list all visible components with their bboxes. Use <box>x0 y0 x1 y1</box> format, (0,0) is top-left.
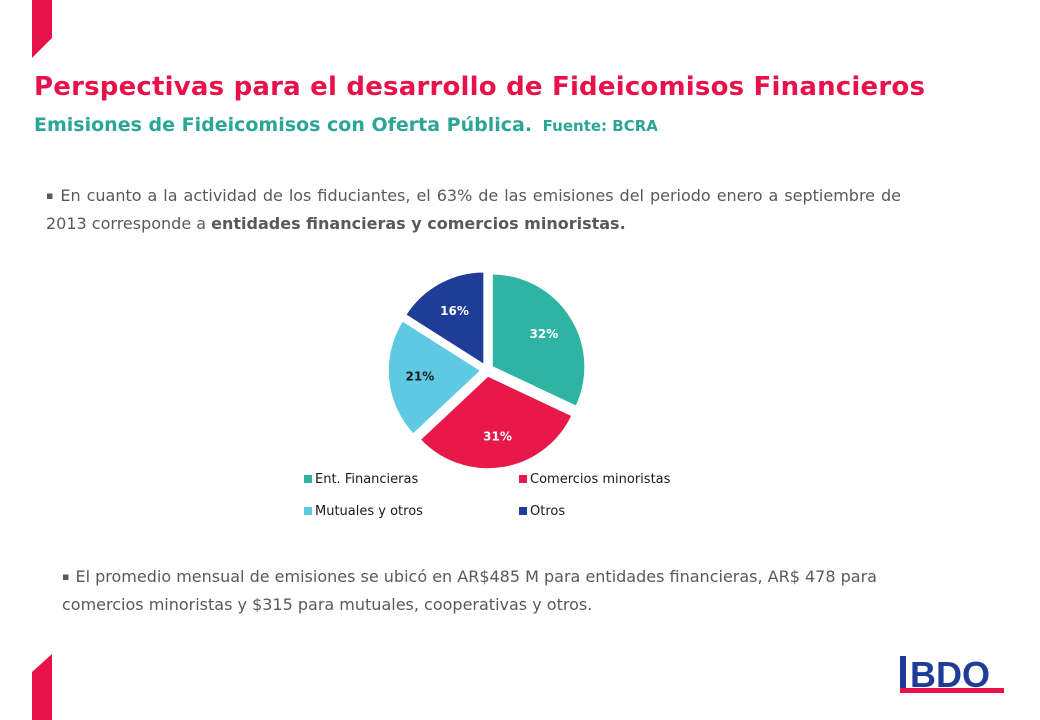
paragraph-promedio: ▪ El promedio mensual de emisiones se ubi… <box>62 564 892 618</box>
pie-chart: 32% 31% 21% 16% Ent. Financieras Comercios mi… <box>304 270 671 519</box>
red-accent-top <box>32 0 52 58</box>
data-label-otros: 16% <box>440 304 469 318</box>
pie-slice-otros <box>404 270 485 367</box>
red-accent-bottom <box>32 654 52 720</box>
legend-label-mutuales-y-otros: Mutuales y otros <box>315 504 423 519</box>
legend-label-ent-financieras: Ent. Financieras <box>315 472 418 487</box>
legend-swatch-otros <box>519 507 527 515</box>
paragraph1-bold: entidades financieras y comercios minori… <box>211 214 626 233</box>
legend-label-otros: Otros <box>530 504 565 519</box>
bullet-icon: ▪ <box>62 570 70 583</box>
pie-slice-ent-financieras <box>491 273 586 408</box>
slide-subtitle: Emisiones de Fideicomisos con Oferta Púb… <box>34 114 658 136</box>
source-label: Fuente: BCRA <box>542 117 658 135</box>
pie-slice-mutuales-y-otros <box>387 319 483 436</box>
legend-label-comercios-minoristas: Comercios minoristas <box>530 472 671 487</box>
paragraph1-text: En cuanto a la actividad de los fiducian… <box>46 186 901 233</box>
paragraph-fiduciantes: ▪ En cuanto a la actividad de los fiducia… <box>46 183 901 237</box>
data-label-ent-financieras: 32% <box>530 327 559 341</box>
logo-text: BDO <box>910 654 990 695</box>
legend-swatch-comercios-minoristas <box>519 475 527 483</box>
legend-swatch-mutuales-y-otros <box>304 507 312 515</box>
data-label-mutuales-y-otros: 21% <box>406 369 435 383</box>
bdo-logo: BDO <box>900 654 1004 695</box>
legend-swatch-ent-financieras <box>304 475 312 483</box>
data-label-comercios-minoristas: 31% <box>483 430 512 444</box>
slide-title: Perspectivas para el desarrollo de Fidei… <box>34 72 926 102</box>
paragraph2-text: El promedio mensual de emisiones se ubic… <box>62 567 877 614</box>
subtitle-text: Emisiones de Fideicomisos con Oferta Púb… <box>34 114 533 136</box>
bullet-icon: ▪ <box>46 189 55 202</box>
pie-slice-comercios-minoristas <box>419 375 574 470</box>
